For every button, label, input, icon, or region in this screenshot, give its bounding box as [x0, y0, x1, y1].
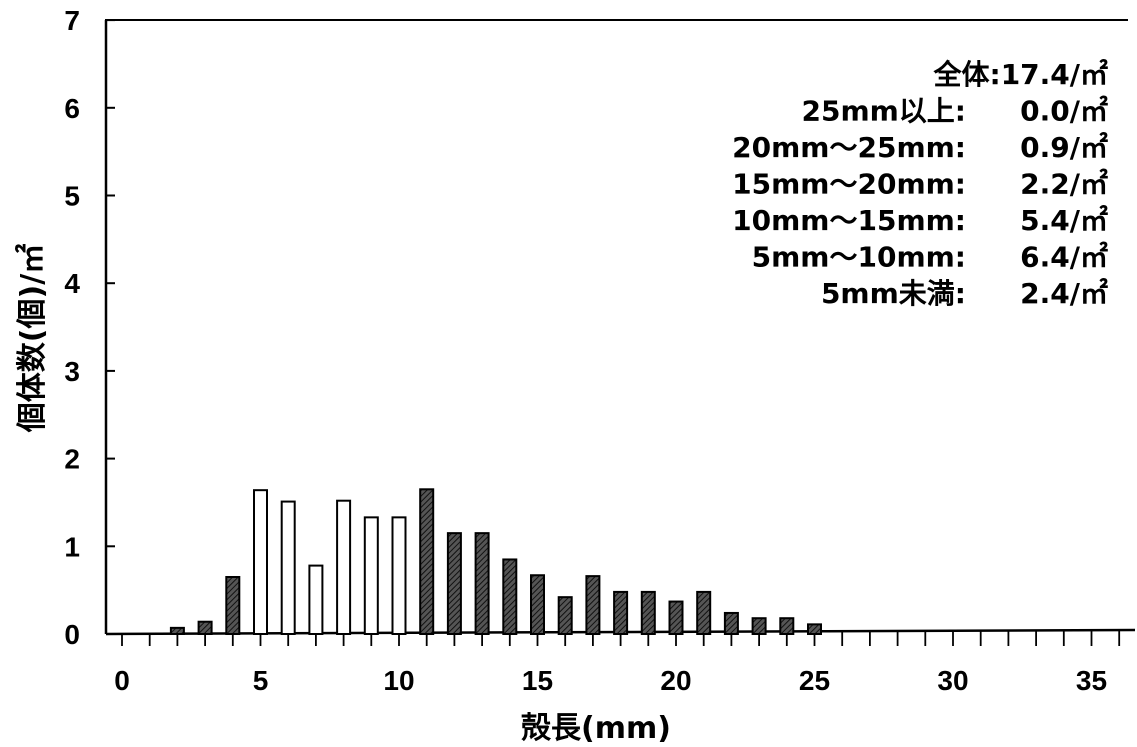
bar-5mm: [253, 489, 268, 635]
y-tick-label: 7: [64, 5, 80, 36]
annotation-label: 25mm以上:: [801, 95, 966, 128]
bar-11mm: [419, 488, 435, 636]
annotation-label: 5mm～10mm:: [752, 241, 966, 274]
bar-13mm: [474, 532, 490, 636]
bar-15mm: [530, 574, 545, 636]
x-tick-label: 35: [1076, 665, 1107, 696]
x-tick-label: 20: [660, 665, 691, 696]
bar-12mm: [446, 532, 462, 636]
x-axis-ticks: 0 5 10 15 20 25 30 35: [114, 630, 1121, 696]
annotation-value: 0.0/㎡: [1020, 95, 1108, 128]
annotation-total: 全体:17.4/㎡: [932, 58, 1108, 91]
bar-6mm: [280, 500, 296, 635]
bar-9mm: [363, 516, 379, 636]
y-tick-label: 5: [64, 181, 80, 212]
annotation-label: 10mm～15mm:: [732, 204, 966, 237]
stats-annotation: 全体:17.4/㎡ 25mm以上: 0.0/㎡ 20mm～25mm: 0.9/㎡ 15mm…: [732, 58, 1108, 310]
annotation-label: 20mm～25mm:: [732, 131, 966, 164]
bar-21mm: [696, 590, 712, 635]
bar-23mm: [751, 617, 767, 635]
bar-10mm: [391, 516, 407, 636]
y-tick-label: 3: [64, 356, 80, 387]
annotation-value: 6.4/㎡: [1020, 241, 1108, 274]
bar-19mm: [640, 590, 656, 635]
y-tick-label: 6: [64, 93, 80, 124]
x-tick-label: 0: [114, 665, 130, 696]
x-tick-label: 25: [799, 665, 830, 696]
bar-18mm: [613, 590, 629, 635]
annotation-label: 全体:: [932, 58, 1000, 91]
y-tick-label: 0: [64, 619, 80, 650]
y-axis-ticks: 0 1 2 3 4 5 6 7: [64, 5, 115, 650]
bar-3mm: [197, 620, 213, 635]
bar-8mm: [336, 499, 352, 636]
annotation-label: 15mm～20mm:: [732, 168, 966, 201]
bar-25mm: [807, 623, 822, 636]
y-tick-label: 4: [64, 268, 80, 299]
bar-2mm: [169, 626, 185, 636]
bars: [169, 488, 822, 636]
annotation-value: 17.4/㎡: [1001, 58, 1108, 91]
bar-16mm: [557, 596, 573, 636]
annotation-value: 5.4/㎡: [1020, 204, 1108, 237]
annotation-value: 2.2/㎡: [1020, 168, 1108, 201]
bar-24mm: [779, 617, 795, 635]
annotation-value: 2.4/㎡: [1020, 277, 1108, 310]
x-tick-label: 15: [522, 665, 553, 696]
bar-20mm: [668, 600, 684, 636]
x-tick-label: 30: [937, 665, 968, 696]
bar-17mm: [585, 575, 601, 635]
annotation-label: 5mm未満:: [821, 277, 966, 310]
y-axis-title: 個体数(個)/㎡: [15, 244, 50, 433]
annotation-value: 0.9/㎡: [1020, 131, 1108, 164]
y-tick-label: 1: [64, 531, 80, 562]
x-tick-label: 5: [253, 665, 269, 696]
x-axis-title: 殻長(mm): [521, 711, 671, 746]
bar-4mm: [225, 575, 241, 635]
y-tick-label: 2: [64, 444, 80, 475]
bar-14mm: [502, 558, 518, 636]
bar-22mm: [723, 611, 739, 636]
bar-7mm: [308, 564, 324, 635]
x-tick-label: 10: [383, 665, 414, 696]
